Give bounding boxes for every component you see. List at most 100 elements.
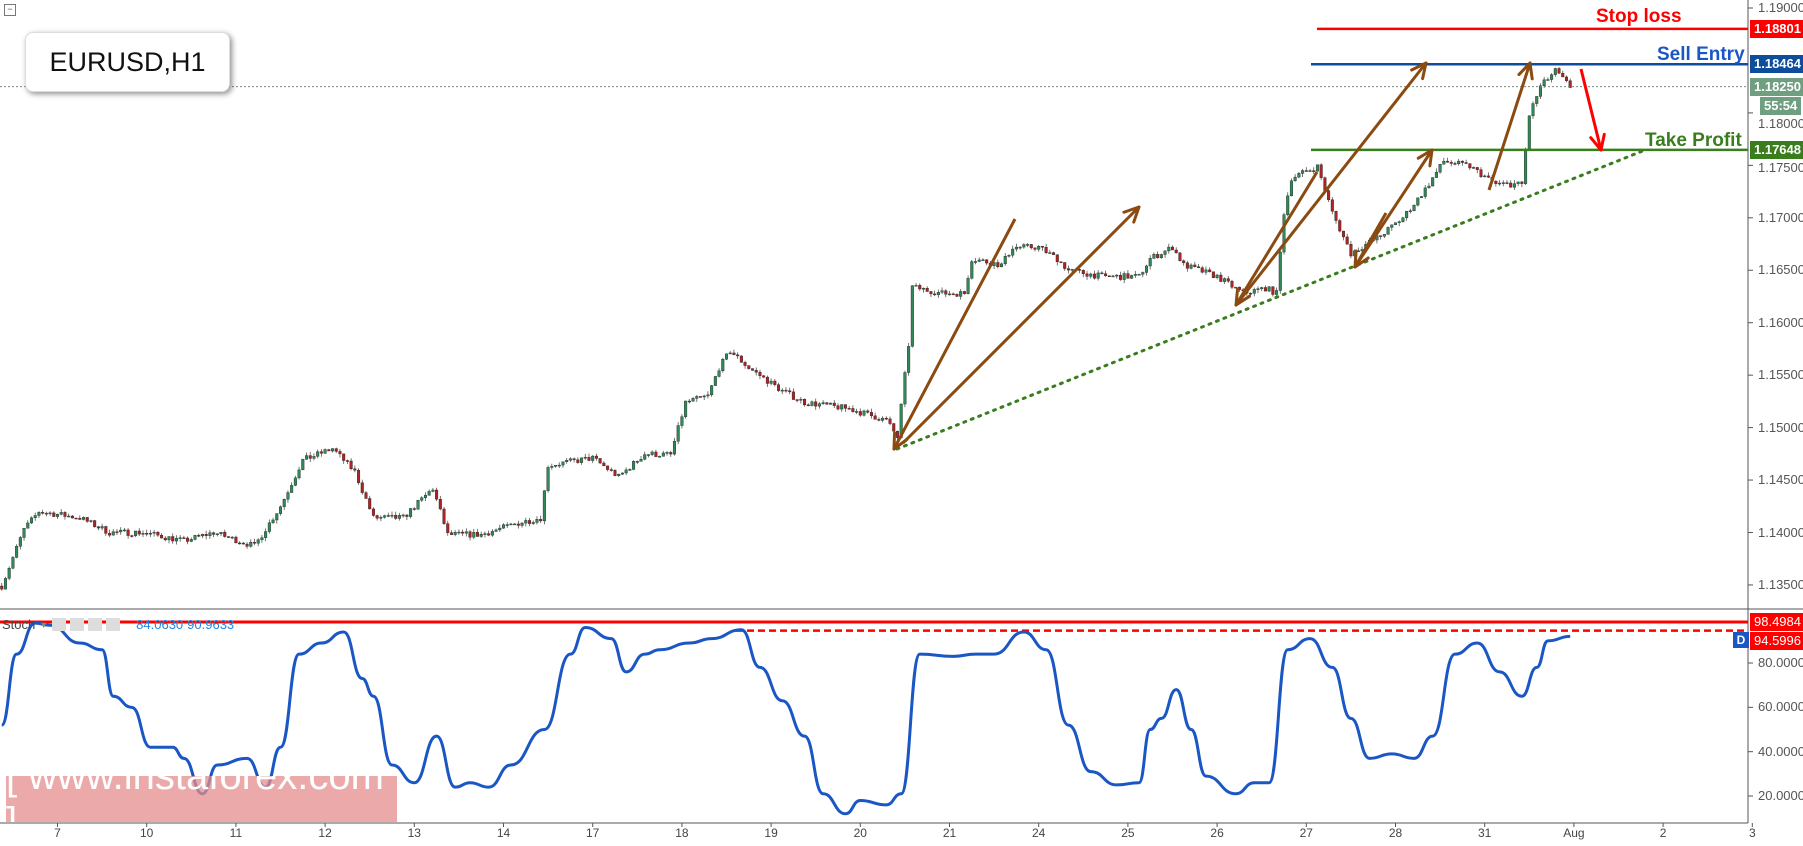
candle-body-down bbox=[925, 287, 929, 292]
candle bbox=[200, 533, 204, 539]
collapse-icon[interactable]: − bbox=[4, 4, 16, 16]
time-axis-label: 20 bbox=[853, 826, 867, 840]
chevron-down-icon[interactable]: ▼ bbox=[39, 619, 49, 630]
candle bbox=[78, 515, 82, 520]
candle-body-up bbox=[821, 402, 825, 404]
gear-icon[interactable] bbox=[70, 618, 85, 631]
watermark: [ www.instaforex.com ] bbox=[6, 776, 397, 822]
candle bbox=[1267, 286, 1271, 293]
candle-body-up bbox=[936, 292, 940, 296]
candle-body-down bbox=[869, 412, 873, 417]
candle-body-up bbox=[1256, 288, 1260, 290]
candle-body-down bbox=[788, 390, 792, 393]
candle bbox=[449, 530, 453, 536]
candle-body-up bbox=[3, 578, 7, 590]
candle-body-down bbox=[758, 371, 762, 376]
candle-body-down bbox=[572, 458, 576, 460]
candle-body-up bbox=[82, 517, 86, 520]
sell-entry-label: Sell Entry bbox=[1657, 44, 1745, 65]
candle-body-down bbox=[41, 512, 45, 514]
candle-body-down bbox=[226, 536, 230, 538]
candle bbox=[1174, 247, 1178, 254]
arrow-shaft bbox=[1353, 149, 1434, 268]
candle bbox=[479, 531, 483, 538]
candle bbox=[174, 535, 178, 545]
candle-body-down bbox=[1319, 164, 1323, 178]
stoch-name[interactable]: Stoch bbox=[2, 617, 36, 632]
candle-body-up bbox=[1434, 171, 1438, 178]
stoch-axis-label: 80.0000 bbox=[1758, 655, 1803, 670]
candle bbox=[580, 457, 584, 465]
eye-icon[interactable] bbox=[52, 618, 67, 631]
candle-body-down bbox=[803, 398, 807, 406]
candle bbox=[1293, 174, 1297, 182]
candle bbox=[959, 289, 963, 300]
close-icon[interactable] bbox=[106, 618, 121, 631]
arrow-head bbox=[892, 431, 897, 451]
candle bbox=[148, 530, 152, 537]
candle-body-down bbox=[1557, 68, 1561, 74]
candle-body-up bbox=[472, 532, 476, 538]
candle-body-up bbox=[1501, 182, 1505, 184]
candle bbox=[1416, 197, 1420, 207]
candle bbox=[390, 511, 394, 519]
time-axis-label: 7 bbox=[54, 826, 61, 840]
candle bbox=[1475, 166, 1479, 174]
candle bbox=[542, 490, 546, 525]
candle-body-up bbox=[33, 515, 37, 518]
candle-body-down bbox=[754, 370, 758, 373]
candle bbox=[966, 275, 970, 295]
candle-body-up bbox=[583, 456, 587, 459]
candle bbox=[832, 400, 836, 409]
candle bbox=[1479, 167, 1483, 178]
candle-body-up bbox=[684, 400, 688, 417]
candle-body-up bbox=[1405, 210, 1409, 219]
candle-body-up bbox=[1382, 234, 1386, 237]
candle-body-up bbox=[383, 515, 387, 518]
candle bbox=[163, 536, 167, 542]
candle-body-down bbox=[1449, 162, 1453, 164]
candle-body-down bbox=[252, 542, 256, 544]
candle bbox=[104, 525, 108, 536]
candle bbox=[1200, 265, 1204, 274]
arrow-shaft bbox=[901, 205, 1141, 445]
candle-body-up bbox=[1546, 79, 1550, 81]
candle bbox=[847, 405, 851, 410]
candle-body-up bbox=[1026, 244, 1030, 246]
candle-body-up bbox=[650, 451, 654, 455]
candle-body-down bbox=[613, 470, 617, 476]
candle bbox=[26, 520, 30, 529]
candle bbox=[472, 528, 476, 539]
candle bbox=[598, 458, 602, 464]
candle bbox=[1483, 174, 1487, 178]
candle-body-down bbox=[85, 517, 89, 522]
candle bbox=[111, 529, 115, 536]
candle bbox=[338, 448, 342, 458]
candle bbox=[442, 506, 446, 525]
candle-body-down bbox=[160, 534, 164, 539]
stoch-axis-label: 40.0000 bbox=[1758, 743, 1803, 759]
candle-body-up bbox=[620, 472, 624, 475]
candle bbox=[379, 515, 383, 522]
candle-body-up bbox=[152, 532, 156, 534]
candle bbox=[881, 416, 885, 423]
candle-body-up bbox=[390, 514, 394, 517]
candle bbox=[219, 531, 223, 537]
candle-body-up bbox=[1512, 183, 1516, 188]
candle bbox=[1308, 169, 1312, 172]
candle-body-down bbox=[1304, 170, 1308, 172]
candle-body-down bbox=[877, 419, 881, 421]
candle-body-up bbox=[305, 455, 309, 460]
candle-body-up bbox=[290, 485, 294, 493]
candle-body-up bbox=[208, 532, 212, 536]
candle-body-up bbox=[1111, 275, 1115, 278]
d-badge[interactable]: D bbox=[1733, 632, 1749, 648]
candle bbox=[925, 286, 929, 292]
candle-body-up bbox=[1297, 173, 1301, 178]
candle bbox=[85, 517, 89, 523]
candle-body-down bbox=[985, 259, 989, 264]
arrow-head bbox=[1410, 61, 1428, 72]
plus-icon[interactable] bbox=[88, 618, 103, 631]
candle-body-up bbox=[840, 404, 844, 410]
